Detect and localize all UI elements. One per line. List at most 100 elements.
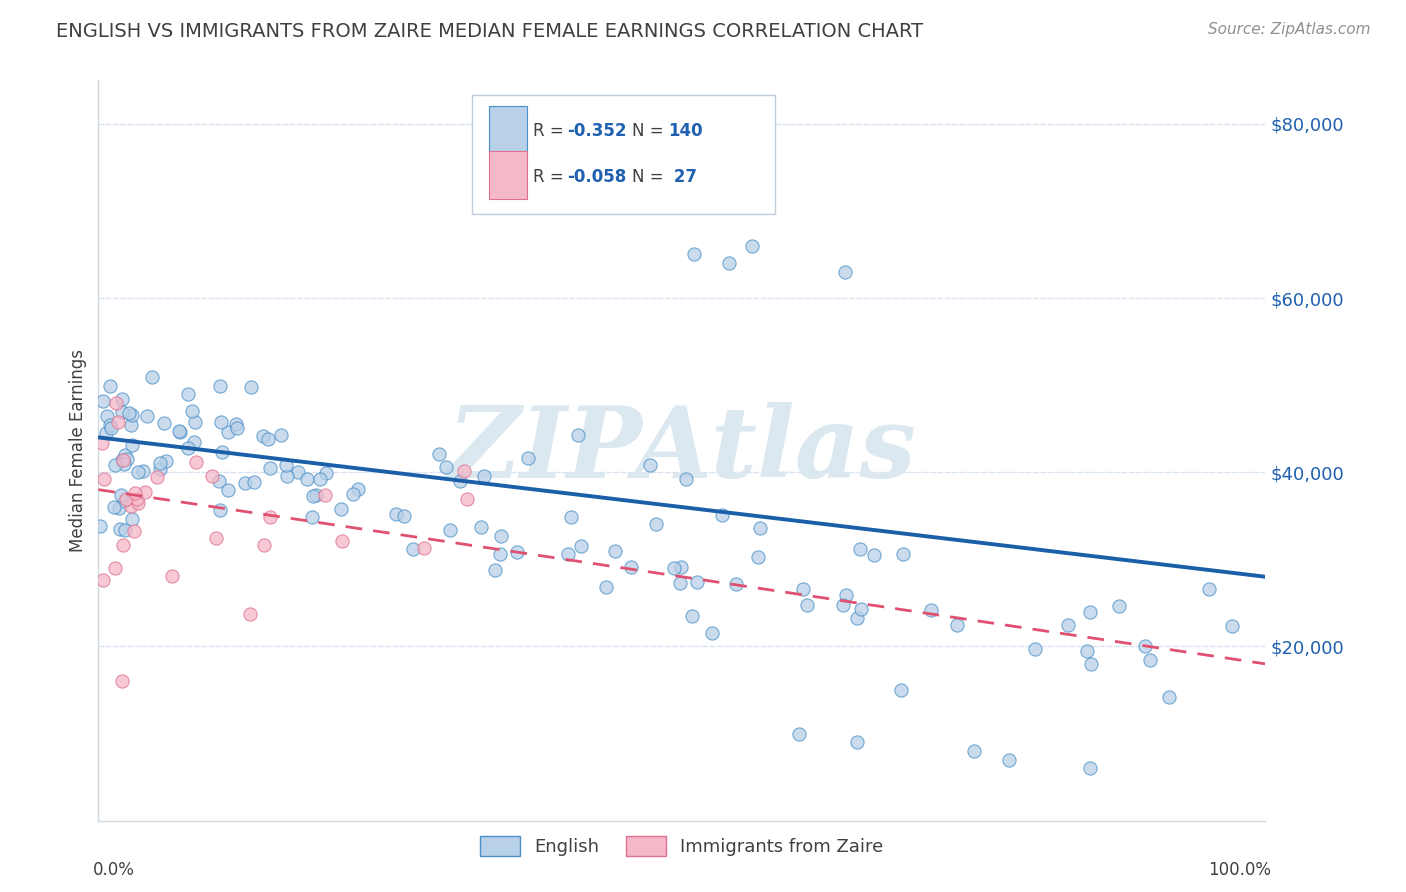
Point bbox=[1159, 690, 1181, 705]
Point bbox=[205, 532, 228, 546]
Point bbox=[217, 425, 239, 440]
Point bbox=[111, 674, 134, 689]
Point bbox=[104, 458, 127, 473]
Point bbox=[402, 542, 425, 557]
Point bbox=[134, 485, 156, 500]
Point bbox=[270, 427, 292, 442]
Point bbox=[569, 540, 592, 554]
Point bbox=[851, 602, 873, 616]
Point bbox=[96, 409, 118, 423]
Point bbox=[567, 427, 589, 442]
Point bbox=[257, 432, 280, 446]
Text: 27: 27 bbox=[668, 168, 697, 186]
Point bbox=[474, 469, 496, 483]
Text: ENGLISH VS IMMIGRANTS FROM ZAIRE MEDIAN FEMALE EARNINGS CORRELATION CHART: ENGLISH VS IMMIGRANTS FROM ZAIRE MEDIAN … bbox=[56, 22, 924, 41]
Point bbox=[208, 474, 231, 488]
Point bbox=[112, 453, 135, 467]
Point bbox=[717, 256, 740, 270]
Point bbox=[276, 468, 298, 483]
Point bbox=[1080, 657, 1102, 671]
Point bbox=[846, 735, 869, 749]
Point bbox=[91, 393, 114, 408]
Point bbox=[121, 438, 143, 452]
Point bbox=[259, 510, 281, 524]
Point bbox=[669, 560, 692, 574]
Point bbox=[439, 524, 461, 538]
Point bbox=[107, 500, 129, 515]
Point bbox=[252, 429, 274, 443]
FancyBboxPatch shape bbox=[489, 151, 527, 199]
Point bbox=[702, 626, 724, 640]
Text: N =: N = bbox=[631, 121, 669, 140]
Point bbox=[201, 469, 224, 483]
Point bbox=[127, 465, 149, 479]
Point bbox=[91, 574, 114, 588]
Point bbox=[114, 448, 136, 462]
Point bbox=[796, 598, 818, 612]
Point bbox=[792, 582, 814, 596]
Point bbox=[108, 522, 131, 536]
Text: ZIPAtlas: ZIPAtlas bbox=[447, 402, 917, 499]
Point bbox=[127, 496, 149, 510]
Text: R =: R = bbox=[533, 121, 568, 140]
Point bbox=[233, 476, 256, 491]
Point bbox=[329, 502, 352, 516]
Point bbox=[146, 470, 169, 484]
Point bbox=[645, 516, 668, 531]
Point bbox=[177, 386, 200, 401]
Point bbox=[449, 475, 471, 489]
Point bbox=[308, 472, 330, 486]
Point bbox=[1135, 640, 1157, 654]
Point bbox=[1057, 617, 1080, 632]
Point bbox=[1220, 618, 1243, 632]
Point bbox=[747, 550, 769, 565]
Point bbox=[111, 538, 134, 552]
Point bbox=[330, 533, 353, 548]
Point bbox=[110, 488, 132, 502]
Point bbox=[100, 421, 122, 435]
Point bbox=[184, 455, 207, 469]
Point bbox=[619, 560, 641, 574]
Point bbox=[121, 408, 143, 422]
Point bbox=[169, 424, 191, 438]
Point bbox=[115, 452, 138, 467]
Point bbox=[427, 447, 450, 461]
Point bbox=[1078, 605, 1101, 619]
Point bbox=[162, 568, 184, 582]
Legend: English, Immigrants from Zaire: English, Immigrants from Zaire bbox=[472, 829, 891, 863]
Point bbox=[484, 564, 506, 578]
Point bbox=[681, 609, 703, 624]
Point bbox=[456, 492, 478, 507]
Point bbox=[120, 418, 142, 433]
Point bbox=[89, 518, 111, 533]
Point bbox=[314, 488, 336, 502]
Point bbox=[1076, 644, 1098, 658]
Point bbox=[434, 459, 457, 474]
Point bbox=[217, 483, 239, 497]
Point bbox=[394, 508, 416, 523]
Point bbox=[295, 472, 318, 486]
Text: Source: ZipAtlas.com: Source: ZipAtlas.com bbox=[1208, 22, 1371, 37]
Point bbox=[890, 682, 912, 697]
Point bbox=[506, 545, 529, 559]
Point bbox=[209, 415, 232, 429]
Point bbox=[112, 457, 135, 471]
Text: 140: 140 bbox=[668, 121, 703, 140]
Point bbox=[301, 509, 323, 524]
Point bbox=[122, 524, 145, 538]
Point bbox=[470, 520, 492, 534]
Point bbox=[93, 472, 115, 486]
Point bbox=[132, 464, 155, 478]
Point bbox=[112, 493, 135, 508]
Point bbox=[103, 500, 125, 514]
Point bbox=[226, 421, 249, 435]
Point bbox=[920, 603, 942, 617]
Point bbox=[710, 508, 733, 522]
Point bbox=[1024, 642, 1046, 657]
Point bbox=[155, 453, 177, 467]
Point bbox=[94, 425, 117, 440]
Point bbox=[685, 574, 707, 589]
Point bbox=[259, 461, 281, 475]
Text: -0.352: -0.352 bbox=[568, 121, 627, 140]
Point bbox=[184, 415, 207, 429]
